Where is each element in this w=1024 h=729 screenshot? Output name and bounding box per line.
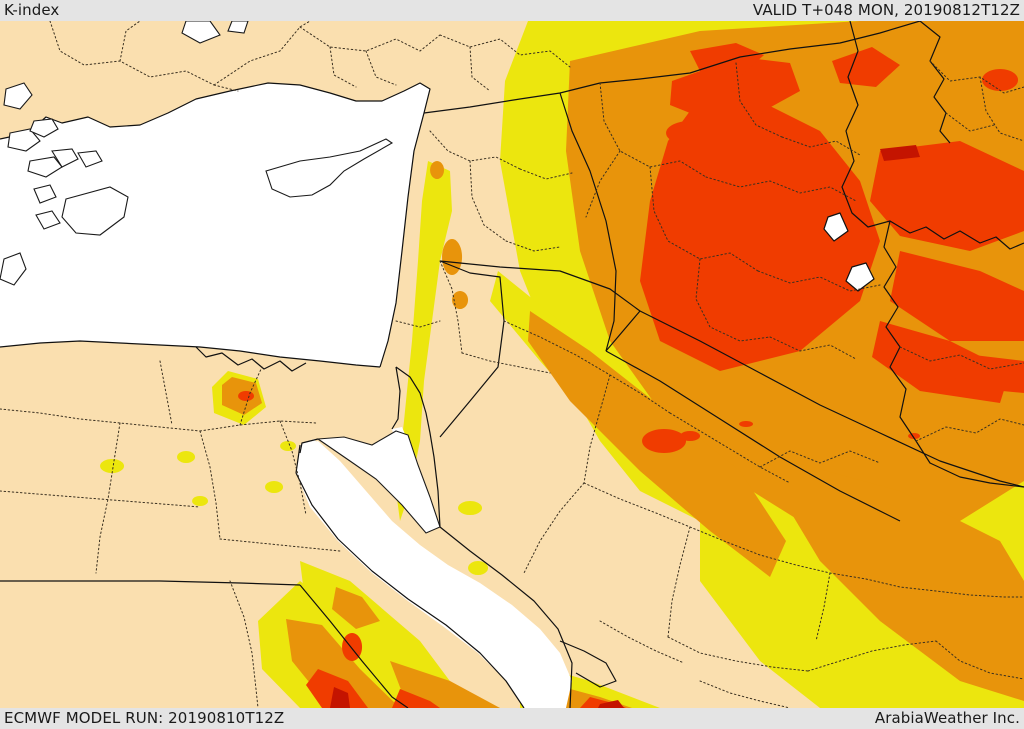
k-index-map-svg <box>0 21 1024 708</box>
valid-time-label: VALID T+048 MON, 20190812T12Z <box>752 1 1020 19</box>
credit-label: ArabiaWeather Inc. <box>874 709 1020 727</box>
admin-border-layer <box>0 21 1024 708</box>
contour-band-moderate <box>222 21 1024 708</box>
page-title: K-index <box>4 1 60 19</box>
contour-band-low <box>0 21 1024 708</box>
coastline-layer <box>0 21 875 708</box>
contour-band-high <box>238 43 1024 708</box>
contour-fill-layer <box>0 21 1024 708</box>
contour-band-very-high <box>330 145 920 708</box>
header-bar: K-index VALID T+048 MON, 20190812T12Z <box>0 0 1024 21</box>
map-canvas[interactable] <box>0 21 1024 708</box>
model-run-label: ECMWF MODEL RUN: 20190810T12Z <box>4 709 285 727</box>
sea-layer <box>0 83 874 708</box>
footer-bar: ECMWF MODEL RUN: 20190810T12Z ArabiaWeat… <box>0 708 1024 729</box>
national-border-layer <box>0 21 1024 708</box>
